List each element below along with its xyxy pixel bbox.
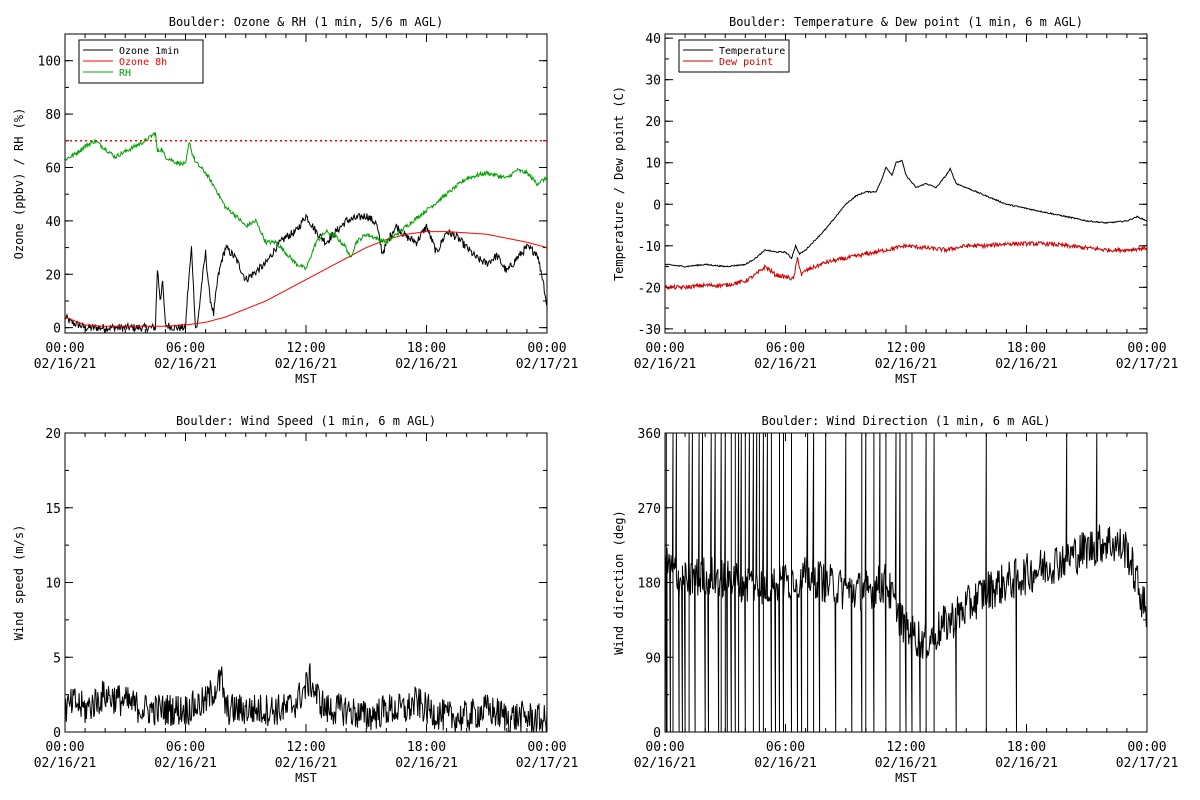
y-tick-label: 270: [638, 502, 661, 517]
y-tick-label: 20: [45, 427, 61, 442]
series-line-1: [665, 159, 1147, 268]
x-tick-time: 00:00: [1127, 341, 1166, 356]
x-tick-date: 02/16/21: [754, 756, 817, 771]
y-axis-label: Ozone (ppbv) / RH (%): [12, 108, 26, 260]
x-tick-date: 02/16/21: [634, 756, 697, 771]
series-line-2: [665, 240, 1147, 291]
x-tick-time: 06:00: [766, 740, 805, 755]
x-axis-label: MST: [895, 771, 917, 785]
y-tick-label: 10: [45, 577, 61, 592]
x-tick-time: 18:00: [407, 341, 446, 356]
y-tick-label: 5: [53, 651, 61, 666]
x-tick-time: 18:00: [1007, 740, 1046, 755]
y-tick-label: 15: [45, 502, 61, 517]
y-tick-label: 80: [45, 108, 61, 123]
x-tick-date: 02/16/21: [995, 357, 1058, 372]
x-tick-time: 12:00: [286, 341, 325, 356]
x-tick-date: 02/17/21: [516, 756, 579, 771]
legend-label: Temperature: [719, 46, 785, 57]
x-tick-time: 12:00: [286, 740, 325, 755]
x-tick-time: 00:00: [645, 341, 684, 356]
chart-title: Boulder: Wind Speed (1 min, 6 m AGL): [176, 414, 436, 428]
x-tick-date: 02/16/21: [875, 756, 938, 771]
y-tick-label: 100: [38, 55, 61, 70]
legend-label: Ozone 8h: [119, 57, 167, 68]
x-tick-date: 02/16/21: [395, 357, 458, 372]
y-tick-label: -30: [638, 323, 661, 338]
legend-label: Ozone 1min: [119, 46, 179, 57]
x-tick-date: 02/16/21: [754, 357, 817, 372]
chart-panel-1: Boulder: Ozone & RH (1 min, 5/6 m AGL)02…: [12, 15, 578, 386]
x-tick-date: 02/16/21: [395, 756, 458, 771]
chart-panel-3: Boulder: Wind Speed (1 min, 6 m AGL) 0 5 10…: [12, 414, 578, 785]
x-tick-date: 02/17/21: [516, 357, 579, 372]
x-tick-date: 02/16/21: [34, 756, 97, 771]
x-tick-date: 02/16/21: [634, 357, 697, 372]
y-tick-label: 0: [53, 726, 61, 741]
x-tick-date: 02/16/21: [995, 756, 1058, 771]
x-tick-time: 18:00: [1007, 341, 1046, 356]
series-line-1: [65, 663, 547, 732]
x-tick-time: 00:00: [645, 740, 684, 755]
x-tick-time: 00:00: [1127, 740, 1166, 755]
y-tick-label: 20: [45, 268, 61, 283]
x-tick-time: 06:00: [766, 341, 805, 356]
y-tick-label: 0: [653, 726, 661, 741]
x-tick-time: 00:00: [45, 341, 84, 356]
y-axis-label: Temperature / Dew point (C): [612, 86, 626, 281]
x-tick-time: 12:00: [886, 341, 925, 356]
x-tick-time: 00:00: [527, 740, 566, 755]
y-tick-label: -10: [638, 240, 661, 255]
y-tick-label: 0: [653, 198, 661, 213]
x-tick-time: 06:00: [166, 341, 205, 356]
chart-panel-4: Boulder: Wind Direction (1 min, 6 m AGL)…: [612, 414, 1178, 785]
x-tick-time: 12:00: [886, 740, 925, 755]
chart-title: Boulder: Temperature & Dew point (1 min,…: [729, 15, 1083, 29]
x-tick-date: 02/17/21: [1116, 756, 1179, 771]
y-tick-label: 180: [638, 577, 661, 592]
chart-panel-2: Boulder: Temperature & Dew point (1 min,…: [612, 15, 1178, 386]
y-tick-label: 40: [45, 215, 61, 230]
y-tick-label: 60: [45, 161, 61, 176]
x-tick-date: 02/16/21: [275, 357, 338, 372]
x-axis-label: MST: [295, 372, 317, 386]
x-axis-label: MST: [295, 771, 317, 785]
y-tick-label: 30: [645, 74, 661, 89]
chart-title: Boulder: Ozone & RH (1 min, 5/6 m AGL): [169, 15, 444, 29]
series-line-3: [65, 132, 547, 271]
series-line-2: [65, 231, 547, 327]
x-tick-date: 02/16/21: [154, 357, 217, 372]
x-tick-date: 02/16/21: [34, 357, 97, 372]
x-tick-time: 18:00: [407, 740, 446, 755]
x-tick-date: 02/16/21: [875, 357, 938, 372]
x-tick-date: 02/16/21: [275, 756, 338, 771]
x-tick-time: 00:00: [45, 740, 84, 755]
y-tick-label: 0: [53, 322, 61, 337]
y-tick-label: 90: [645, 651, 661, 666]
legend-box: [678, 39, 790, 73]
legend-label: RH: [119, 68, 131, 79]
y-tick-label: -20: [638, 281, 661, 296]
x-tick-date: 02/16/21: [154, 756, 217, 771]
chart-title: Boulder: Wind Direction (1 min, 6 m AGL): [762, 414, 1051, 428]
y-tick-label: 40: [645, 32, 661, 47]
series-line-1: [65, 212, 547, 333]
x-tick-date: 02/17/21: [1116, 357, 1179, 372]
x-axis-label: MST: [895, 372, 917, 386]
x-tick-time: 06:00: [166, 740, 205, 755]
y-tick-label: 20: [645, 115, 661, 130]
y-tick-label: 360: [638, 427, 661, 442]
plot-frame: [664, 33, 1148, 334]
series-line-1: [665, 433, 1147, 732]
y-axis-label: Wind direction (deg): [612, 510, 626, 655]
y-tick-label: 10: [645, 157, 661, 172]
x-tick-time: 00:00: [527, 341, 566, 356]
y-axis-label: Wind speed (m/s): [12, 525, 26, 641]
legend-label: Dew point: [719, 57, 773, 68]
